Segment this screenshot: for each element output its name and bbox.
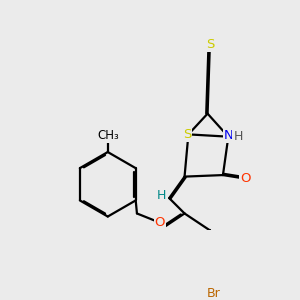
Text: Br: Br	[206, 287, 220, 300]
Text: O: O	[240, 172, 251, 184]
Text: S: S	[206, 38, 214, 51]
Text: S: S	[183, 128, 191, 141]
Text: CH₃: CH₃	[97, 129, 118, 142]
Text: N: N	[224, 129, 234, 142]
Text: H: H	[156, 189, 166, 202]
Text: O: O	[155, 216, 165, 229]
Text: H: H	[233, 130, 243, 143]
